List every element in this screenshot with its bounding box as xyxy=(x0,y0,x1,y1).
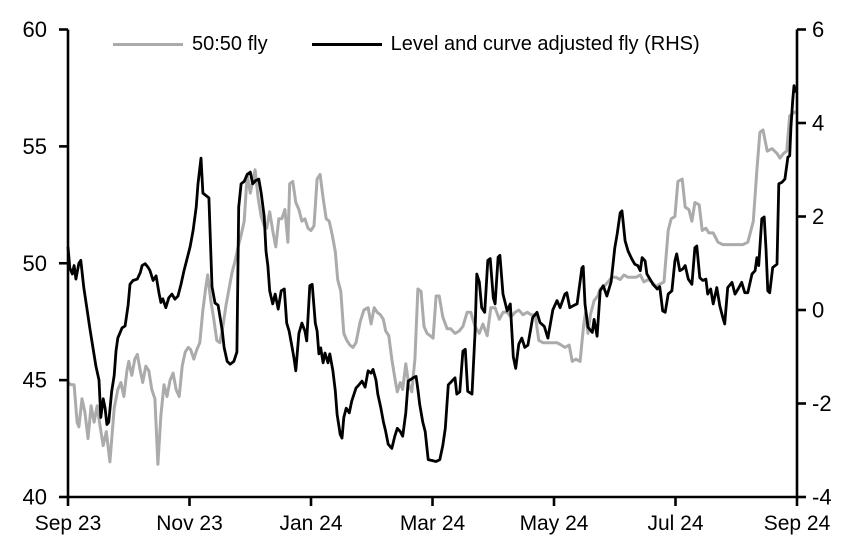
x-axis-tick-label: Jul 24 xyxy=(647,512,703,535)
gray-line-swatch-icon xyxy=(113,43,183,46)
x-axis-tick-label: Sep 23 xyxy=(35,512,102,535)
black-line-swatch-icon xyxy=(311,43,382,46)
right-axis-tick-label: -4 xyxy=(812,485,832,510)
left-axis-tick-label: 40 xyxy=(23,485,47,510)
right-axis-tick-label: 4 xyxy=(812,111,824,136)
legend-item-5050-fly: 50:50 fly xyxy=(113,33,268,56)
series-line-5050-fly xyxy=(67,110,797,466)
right-axis-tick-label: -2 xyxy=(812,391,832,416)
x-axis-tick-label: Jan 24 xyxy=(279,512,342,535)
right-axis-tick-label: 0 xyxy=(812,298,824,323)
right-axis-tick-label: 2 xyxy=(812,204,824,229)
legend-label-5050-fly: 50:50 fly xyxy=(192,33,268,55)
legend-label-level-curve-adjusted-fly: Level and curve adjusted fly (RHS) xyxy=(390,33,700,55)
left-axis-tick-label: 50 xyxy=(23,251,47,276)
x-axis-tick-label: Sep 24 xyxy=(764,512,831,535)
x-axis-tick-label: Mar 24 xyxy=(400,512,466,535)
left-axis-tick-label: 45 xyxy=(23,368,47,393)
x-axis-tick-label: Nov 23 xyxy=(156,512,223,535)
chart-legend: 50:50 fly Level and curve adjusted fly (… xyxy=(113,33,700,56)
x-axis-tick-label: May 24 xyxy=(520,512,589,535)
series-line-level-curve-adjusted-fly xyxy=(66,84,798,463)
right-axis-tick-label: 6 xyxy=(812,17,824,42)
left-axis-tick-label: 60 xyxy=(23,17,47,42)
legend-item-level-curve-adjusted-fly: Level and curve adjusted fly (RHS) xyxy=(311,33,700,56)
left-axis-tick-label: 55 xyxy=(23,134,47,159)
